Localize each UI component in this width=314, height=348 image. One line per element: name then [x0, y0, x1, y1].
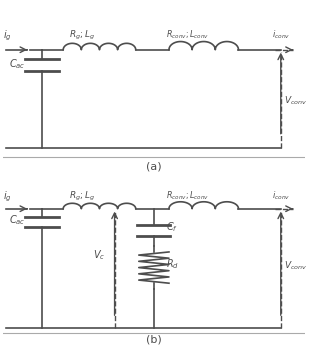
- Text: $i_g$: $i_g$: [3, 189, 12, 204]
- Text: $V_c$: $V_c$: [94, 248, 106, 262]
- Text: $R_{conv} ; L_{conv}$: $R_{conv} ; L_{conv}$: [166, 190, 209, 202]
- Text: $C_{ac}$: $C_{ac}$: [9, 214, 25, 228]
- Text: $R_g ; L_g$: $R_g ; L_g$: [69, 29, 95, 42]
- Text: $i_g$: $i_g$: [3, 29, 12, 43]
- Text: $V_{conv}$: $V_{conv}$: [284, 95, 307, 107]
- Text: (a): (a): [146, 161, 162, 172]
- Text: $C_{ac}$: $C_{ac}$: [9, 57, 25, 71]
- Text: $R_g ; L_g$: $R_g ; L_g$: [69, 190, 95, 203]
- Text: $i_{conv}$: $i_{conv}$: [272, 190, 290, 202]
- Text: $C_f$: $C_f$: [166, 220, 178, 234]
- Text: $i_{conv}$: $i_{conv}$: [272, 29, 290, 41]
- Text: $R_d$: $R_d$: [166, 258, 179, 271]
- Text: $R_{conv} ; L_{conv}$: $R_{conv} ; L_{conv}$: [166, 29, 209, 41]
- Text: (b): (b): [146, 335, 162, 345]
- Text: $V_{conv}$: $V_{conv}$: [284, 259, 307, 272]
